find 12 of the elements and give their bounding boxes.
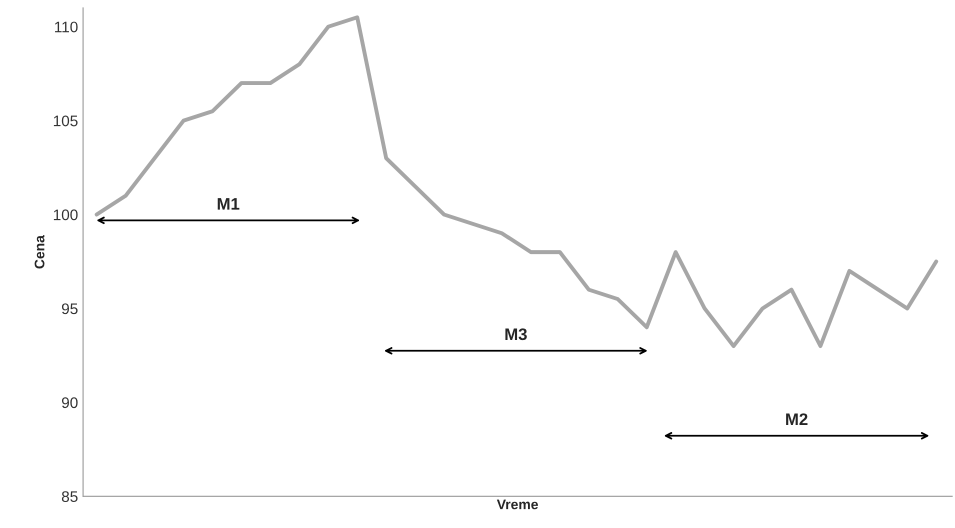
x-axis-title: Vreme <box>496 500 538 510</box>
y-tick-label: 110 <box>55 22 78 32</box>
y-tick-label: 95 <box>62 303 78 314</box>
annotation: M2 <box>786 413 808 425</box>
annotation: M3 <box>505 328 527 340</box>
y-tick-label: 90 <box>62 397 78 408</box>
y-tick-label: 105 <box>54 115 78 126</box>
line-series <box>94 15 938 348</box>
y-tick-label: 100 <box>54 209 78 220</box>
y-axis-title: Cena <box>34 235 44 269</box>
y-tick-label: 85 <box>62 491 78 502</box>
annotation: M1 <box>218 198 240 210</box>
